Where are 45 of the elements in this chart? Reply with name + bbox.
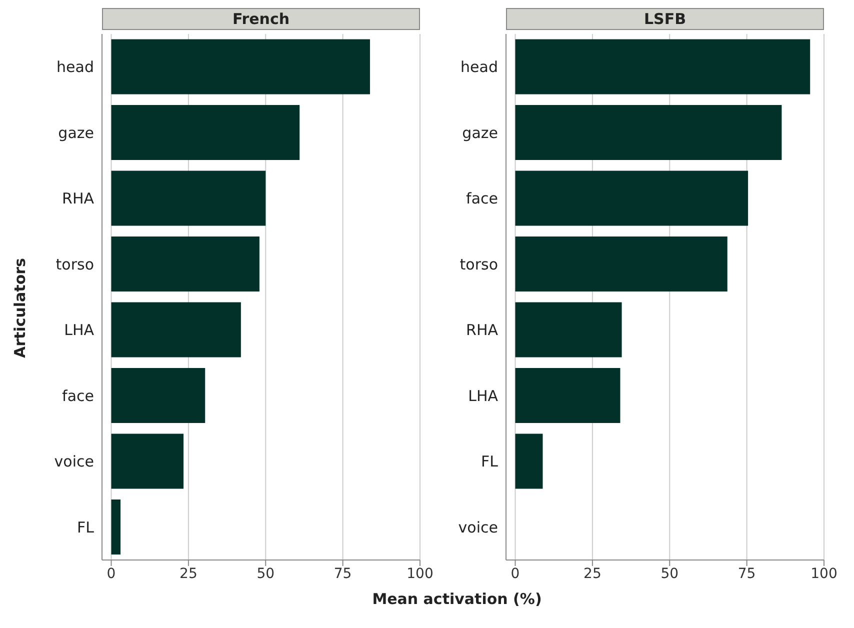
x-tick-label: 25 <box>180 566 198 582</box>
bar <box>515 236 728 292</box>
x-tick-label: 100 <box>406 566 434 582</box>
y-tick-label: head <box>460 58 498 76</box>
bar <box>111 500 121 555</box>
bar <box>515 368 620 424</box>
bar <box>111 105 300 160</box>
y-tick-label: face <box>62 386 94 405</box>
x-tick-label: 50 <box>660 566 679 582</box>
y-tick-label: gaze <box>58 124 94 142</box>
bar <box>111 236 260 292</box>
y-axis-title: Articulators <box>11 258 29 358</box>
bar <box>111 302 241 358</box>
y-tick-label: torso <box>56 255 94 274</box>
y-tick-label: LHA <box>468 386 499 405</box>
y-tick-label: head <box>56 58 94 76</box>
y-tick-label: torso <box>460 255 498 274</box>
y-tick-label: LHA <box>64 321 95 340</box>
x-tick-label: 0 <box>510 566 520 582</box>
bar <box>111 39 370 94</box>
bar <box>111 368 206 424</box>
x-tick-label: 100 <box>810 566 838 582</box>
bar <box>111 170 266 226</box>
x-tick-label: 75 <box>738 566 756 582</box>
bar <box>111 434 184 489</box>
y-tick-label: RHA <box>62 190 95 208</box>
bar <box>515 302 622 358</box>
y-tick-label: FL <box>481 452 499 471</box>
bar <box>515 105 782 160</box>
chart-title: LSFB <box>506 8 824 30</box>
y-tick-label: voice <box>458 518 498 536</box>
x-axis-title: Mean activation (%) <box>371 590 543 608</box>
y-tick-label: gaze <box>462 124 498 142</box>
x-tick-label: 50 <box>256 566 275 582</box>
bar <box>515 170 748 226</box>
y-tick-label: voice <box>54 452 94 471</box>
x-tick-label: 0 <box>106 566 116 582</box>
y-tick-label: face <box>466 190 498 208</box>
chart-title: French <box>102 8 420 30</box>
y-tick-label: RHA <box>466 321 499 340</box>
y-tick-label: FL <box>77 518 95 536</box>
bar <box>515 434 543 489</box>
x-tick-label: 25 <box>584 566 602 582</box>
bar <box>515 39 810 94</box>
x-tick-label: 75 <box>334 566 352 582</box>
